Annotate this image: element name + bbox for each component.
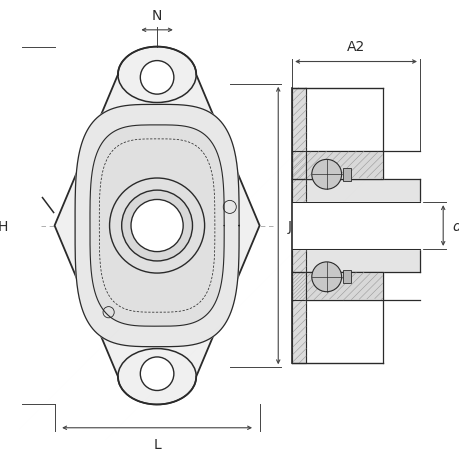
Polygon shape bbox=[306, 273, 382, 301]
Circle shape bbox=[311, 262, 341, 292]
Ellipse shape bbox=[118, 47, 196, 103]
Circle shape bbox=[122, 190, 192, 261]
Polygon shape bbox=[291, 151, 382, 179]
Polygon shape bbox=[291, 89, 306, 364]
Polygon shape bbox=[75, 105, 239, 347]
Circle shape bbox=[311, 160, 341, 190]
Text: J: J bbox=[287, 219, 291, 233]
Polygon shape bbox=[291, 273, 382, 301]
Polygon shape bbox=[291, 203, 421, 249]
Polygon shape bbox=[306, 151, 382, 179]
Circle shape bbox=[140, 62, 174, 95]
Text: d: d bbox=[452, 219, 459, 233]
Circle shape bbox=[140, 357, 174, 391]
Text: H: H bbox=[0, 219, 8, 233]
Text: N: N bbox=[151, 9, 162, 23]
Polygon shape bbox=[342, 168, 350, 181]
Polygon shape bbox=[342, 271, 350, 284]
Text: L: L bbox=[153, 437, 161, 451]
Ellipse shape bbox=[118, 349, 196, 404]
Text: A2: A2 bbox=[346, 40, 364, 54]
Polygon shape bbox=[55, 48, 259, 404]
Circle shape bbox=[131, 200, 183, 252]
Polygon shape bbox=[291, 179, 419, 273]
Polygon shape bbox=[90, 126, 224, 326]
